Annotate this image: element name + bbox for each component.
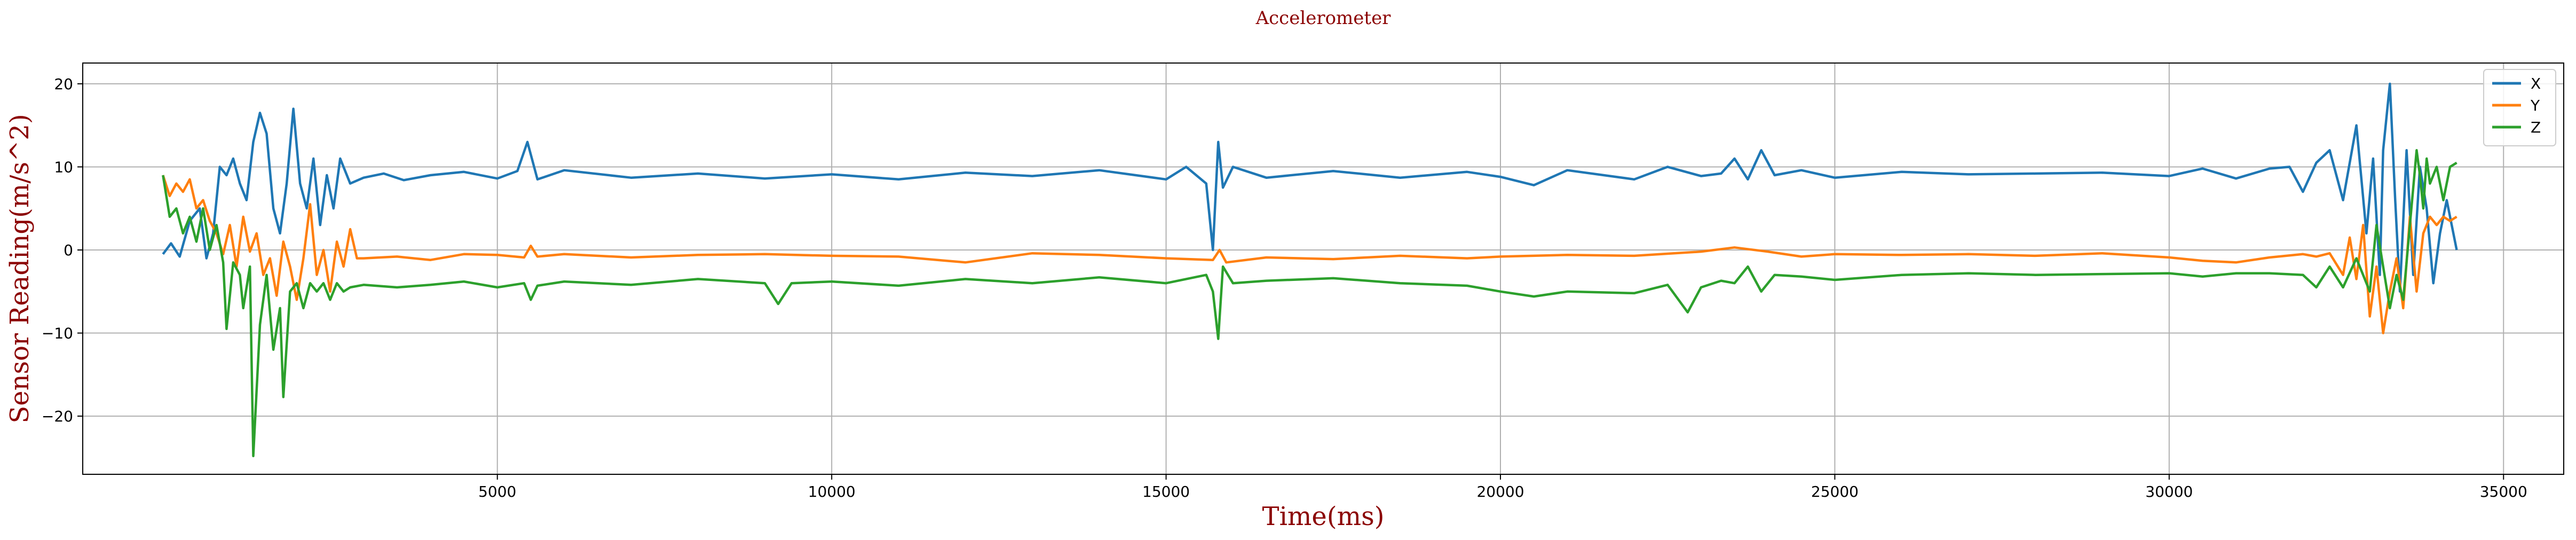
x-tick-label: 35000 xyxy=(2480,483,2527,500)
series-line-x xyxy=(162,82,2458,293)
series-line-y xyxy=(162,175,2458,334)
series-lines xyxy=(162,82,2458,458)
x-tick-label: 20000 xyxy=(1476,483,1524,500)
legend-label: Y xyxy=(2530,97,2540,114)
x-tick-label: 10000 xyxy=(808,483,856,500)
y-tick-label: −20 xyxy=(42,408,73,425)
chart-title: Accelerometer xyxy=(1255,7,1392,29)
y-tick-label: 20 xyxy=(54,75,73,93)
grid xyxy=(83,63,2564,474)
y-tick-label: −10 xyxy=(42,325,73,342)
legend: XYZ xyxy=(2483,69,2556,146)
y-tick-label: 10 xyxy=(54,158,73,176)
legend-label: Z xyxy=(2531,119,2541,136)
x-tick-label: 15000 xyxy=(1142,483,1190,500)
x-tick-label: 5000 xyxy=(478,483,516,500)
x-axis-label: Time(ms) xyxy=(1262,502,1385,531)
legend-box xyxy=(2483,69,2556,146)
y-axis-label: Sensor Reading(m/s^2) xyxy=(5,114,35,423)
x-tick-label: 30000 xyxy=(2145,483,2193,500)
y-tick-label: 0 xyxy=(64,241,73,259)
axis-ticks: 5000 10000 15000 20000 25000 30000 35000 −20 −10… xyxy=(42,75,2527,500)
plot-area-frame xyxy=(82,62,2564,475)
x-tick-label: 25000 xyxy=(1811,483,1859,500)
series-line-z xyxy=(162,149,2458,458)
legend-label: X xyxy=(2531,75,2541,92)
